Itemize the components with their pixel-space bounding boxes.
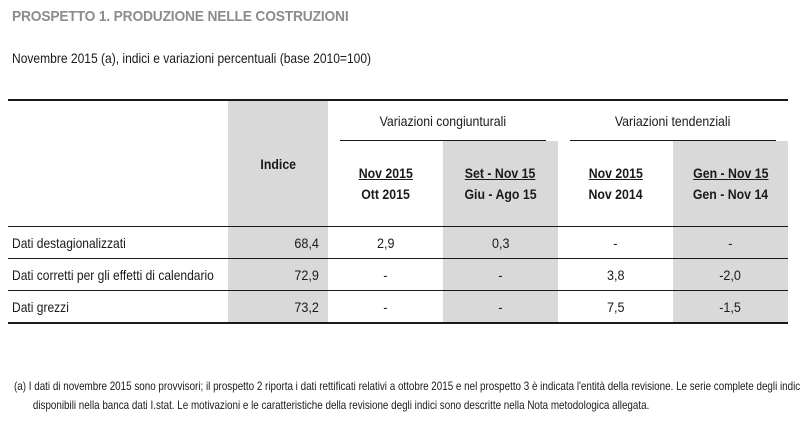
value-cong-set: - <box>443 290 558 324</box>
value-text: 7,5 <box>606 298 625 315</box>
row-label: Dati grezzi <box>12 298 69 315</box>
column-header-line2: Giu - Ago 15 <box>464 186 537 202</box>
value-tend-gen: - <box>673 226 789 259</box>
column-header-line2: Ott 2015 <box>361 186 410 202</box>
value-cong-nov: 2,9 <box>328 226 443 259</box>
value-text: - <box>613 234 618 251</box>
value-cong-nov: - <box>328 290 443 324</box>
value-tend-nov: - <box>558 226 673 259</box>
row-label-cell: Dati destagionalizzati <box>8 226 228 259</box>
group-underline-tendenziali <box>570 140 777 141</box>
column-header-line2: Gen - Nov 14 <box>692 186 769 202</box>
value-text: - <box>728 234 733 251</box>
column-header-line1: Gen - Nov 15 <box>692 165 769 181</box>
column-header-cong-set: Set - Nov 15 Giu - Ago 15 <box>443 141 558 227</box>
header-indice-cell: Indice <box>228 99 328 227</box>
value-tend-gen: -2,0 <box>673 258 789 291</box>
value-tend-gen: -1,5 <box>673 290 789 324</box>
column-header-tend-nov: Nov 2015 Nov 2014 <box>558 141 673 227</box>
value-text: - <box>383 266 388 283</box>
value-cong-set: 0,3 <box>443 226 558 259</box>
value-indice: 73,2 <box>228 290 328 324</box>
table-row: Dati destagionalizzati 68,4 2,9 0,3 - - <box>8 226 789 259</box>
value-text: 0,3 <box>491 234 510 251</box>
column-header-tend-gen: Gen - Nov 15 Gen - Nov 14 <box>673 141 789 227</box>
value-text: 73,2 <box>294 298 319 315</box>
table-row: Dati corretti per gli effetti di calenda… <box>8 258 789 291</box>
group-underline-congiunturali <box>340 140 546 141</box>
value-text: - <box>498 298 503 315</box>
page-title: PROSPETTO 1. PRODUZIONE NELLE COSTRUZION… <box>12 8 349 25</box>
footnote-line2: disponibili nella banca dati I.stat. Le … <box>32 398 650 412</box>
value-text: 72,9 <box>294 266 319 283</box>
row-label: Dati corretti per gli effetti di calenda… <box>12 266 214 283</box>
value-text: 68,4 <box>294 234 319 251</box>
value-text: -1,5 <box>719 298 742 315</box>
value-indice: 72,9 <box>228 258 328 291</box>
row-label-cell: Dati corretti per gli effetti di calenda… <box>8 258 228 291</box>
value-text: - <box>383 298 388 315</box>
row-label: Dati destagionalizzati <box>12 234 126 251</box>
value-indice: 68,4 <box>228 226 328 259</box>
value-text: 2,9 <box>376 234 395 251</box>
header-row-columns: Nov 2015 Ott 2015 Set - Nov 15 Giu - Ago… <box>8 141 789 227</box>
value-text: - <box>498 266 503 283</box>
header-empty-cell <box>8 99 228 141</box>
value-cong-set: - <box>443 258 558 291</box>
table-row: Dati grezzi 73,2 - - 7,5 -1,5 <box>8 290 789 324</box>
header-row-groups: Indice Variazioni congiunturali Variazio… <box>8 99 789 227</box>
value-text: 3,8 <box>606 266 625 283</box>
value-tend-nov: 3,8 <box>558 258 673 291</box>
group-label-tendenziali: Variazioni tendenziali <box>615 113 731 129</box>
row-label-cell: Dati grezzi <box>8 290 228 324</box>
footnote: (a) I dati di novembre 2015 sono provvis… <box>14 377 800 415</box>
value-cong-nov: - <box>328 258 443 291</box>
header-indice: Indice <box>260 156 296 172</box>
page-subtitle: Novembre 2015 (a), indici e variazioni p… <box>12 50 372 66</box>
group-header-tendenziali: Variazioni tendenziali <box>558 99 789 141</box>
data-table: Indice Variazioni congiunturali Variazio… <box>8 99 789 324</box>
group-header-congiunturali: Variazioni congiunturali <box>328 99 558 141</box>
column-header-line1: Nov 2015 <box>588 165 643 181</box>
group-label-congiunturali: Variazioni congiunturali <box>379 113 507 129</box>
column-header-line1: Nov 2015 <box>358 165 413 181</box>
header-empty-cell <box>8 141 228 227</box>
column-header-line1: Set - Nov 15 <box>465 165 536 181</box>
value-text: -2,0 <box>719 266 742 283</box>
column-header-cong-nov: Nov 2015 Ott 2015 <box>328 141 443 227</box>
footnote-line1: (a) I dati di novembre 2015 sono provvis… <box>14 379 800 393</box>
column-header-line2: Nov 2014 <box>588 186 643 202</box>
value-tend-nov: 7,5 <box>558 290 673 324</box>
